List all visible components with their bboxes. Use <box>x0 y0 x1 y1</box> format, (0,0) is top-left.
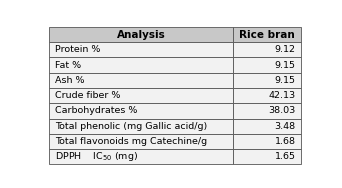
Bar <box>233 42 301 58</box>
Bar <box>49 27 233 42</box>
Text: 9.12: 9.12 <box>275 45 296 54</box>
Bar <box>49 58 233 73</box>
Text: 38.03: 38.03 <box>268 106 296 115</box>
Bar <box>49 134 233 149</box>
Text: Protein %: Protein % <box>55 45 100 54</box>
Text: Fat %: Fat % <box>55 61 81 70</box>
Bar <box>49 103 233 119</box>
Text: Total phenolic (mg Gallic acid/g): Total phenolic (mg Gallic acid/g) <box>55 122 207 131</box>
Text: 1.65: 1.65 <box>275 152 296 161</box>
Bar <box>233 119 301 134</box>
Bar <box>233 134 301 149</box>
Text: 42.13: 42.13 <box>268 91 296 100</box>
Bar <box>233 103 301 119</box>
Bar <box>49 149 233 164</box>
Text: Ash %: Ash % <box>55 76 84 85</box>
Bar <box>233 58 301 73</box>
Bar <box>49 42 233 58</box>
Bar <box>49 119 233 134</box>
Text: Carbohydrates %: Carbohydrates % <box>55 106 137 115</box>
Bar <box>233 73 301 88</box>
Text: Crude fiber %: Crude fiber % <box>55 91 120 100</box>
Text: 1.68: 1.68 <box>275 137 296 146</box>
Bar <box>49 88 233 103</box>
Text: 3.48: 3.48 <box>275 122 296 131</box>
Bar <box>49 73 233 88</box>
Text: 9.15: 9.15 <box>275 61 296 70</box>
Text: Total flavonoids mg Catechine/g: Total flavonoids mg Catechine/g <box>55 137 207 146</box>
Text: Rice bran: Rice bran <box>239 30 295 39</box>
Text: Analysis: Analysis <box>117 30 166 39</box>
Bar <box>233 27 301 42</box>
Bar <box>233 88 301 103</box>
Text: DPPH    IC$_{50}$ (mg): DPPH IC$_{50}$ (mg) <box>55 150 138 163</box>
Bar <box>233 149 301 164</box>
Text: 9.15: 9.15 <box>275 76 296 85</box>
